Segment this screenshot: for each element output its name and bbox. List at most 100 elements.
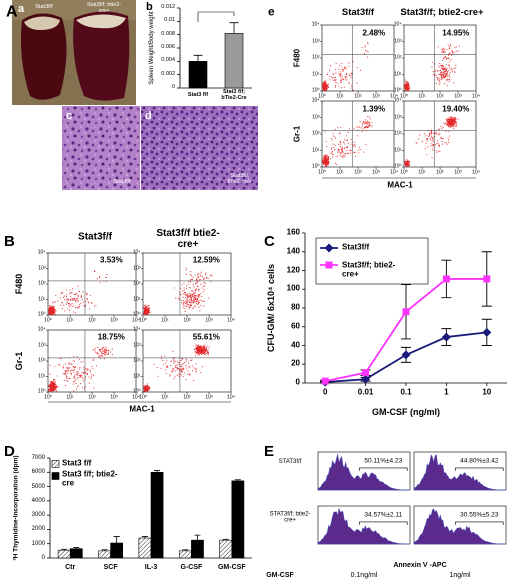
- event-dot: [325, 154, 327, 157]
- event-dot: [442, 49, 444, 51]
- y-tick-label: 10⁴: [132, 249, 141, 256]
- y-tick-label: 10¹: [38, 372, 46, 379]
- plot-frame: [47, 329, 137, 393]
- event-dot: [454, 117, 456, 119]
- event-dot: [49, 364, 51, 366]
- event-dot: [85, 304, 87, 306]
- legend-marker: [324, 243, 334, 253]
- event-dot: [69, 363, 71, 365]
- event-dot: [198, 290, 200, 292]
- event-dot: [444, 123, 446, 125]
- event-dot: [202, 285, 204, 287]
- event-dot: [449, 46, 451, 48]
- event-dot: [207, 354, 209, 356]
- event-dot: [195, 344, 198, 346]
- event-dot: [75, 299, 77, 301]
- event-dot: [69, 370, 71, 372]
- event-dot: [448, 118, 451, 121]
- event-dot: [371, 121, 373, 123]
- event-dot: [406, 80, 408, 82]
- event-dot: [450, 59, 452, 61]
- event-dot: [323, 84, 325, 86]
- event-dot: [77, 385, 79, 387]
- event-dot: [77, 376, 79, 378]
- y-tick-label: 10¹: [394, 70, 402, 77]
- event-dot: [437, 151, 439, 153]
- event-dot: [69, 293, 71, 295]
- event-dot: [204, 282, 206, 284]
- event-dot: [200, 271, 202, 273]
- event-dot: [61, 293, 63, 295]
- event-dot: [194, 299, 196, 301]
- event-dot: [348, 65, 350, 67]
- event-dot: [190, 299, 192, 301]
- x-tick-label: IL-3: [144, 564, 158, 572]
- event-dot: [63, 295, 65, 297]
- event-dot: [330, 65, 332, 67]
- event-dot: [192, 284, 194, 286]
- event-dot: [362, 123, 364, 125]
- event-dot: [324, 161, 326, 163]
- event-dot: [359, 121, 361, 123]
- event-dot: [446, 49, 448, 51]
- event-dot: [203, 278, 205, 281]
- event-dot: [432, 149, 434, 151]
- event-dot: [144, 385, 146, 387]
- event-dot: [206, 277, 208, 279]
- event-dot: [75, 307, 77, 309]
- event-dot: [404, 79, 406, 81]
- event-dot: [107, 352, 109, 354]
- event-dot: [77, 370, 79, 373]
- event-dot: [197, 273, 199, 275]
- event-dot: [325, 159, 327, 161]
- event-dot: [66, 377, 68, 379]
- event-dot: [185, 379, 187, 381]
- event-dot: [438, 65, 440, 67]
- marker: [362, 369, 370, 377]
- event-dot: [439, 82, 441, 84]
- event-dot: [368, 123, 370, 125]
- event-dot: [443, 58, 445, 60]
- event-dot: [73, 298, 76, 300]
- event-dot: [157, 375, 159, 377]
- event-dot: [334, 149, 336, 151]
- event-dot: [101, 351, 103, 354]
- event-dot: [404, 162, 406, 164]
- event-dot: [67, 369, 69, 371]
- event-dot: [448, 80, 450, 82]
- x-tick-label: 10¹: [418, 168, 426, 175]
- event-dot: [156, 367, 158, 369]
- event-dot: [437, 142, 439, 144]
- event-dot: [54, 313, 56, 315]
- event-dot: [360, 127, 362, 129]
- event-dot: [323, 82, 325, 84]
- marker: [483, 275, 491, 283]
- event-dot: [63, 379, 65, 381]
- event-dot: [323, 87, 325, 89]
- error-bar: [222, 538, 229, 541]
- event-dot: [209, 275, 211, 277]
- event-dot: [55, 310, 57, 312]
- event-dot: [193, 367, 195, 369]
- event-dot: [149, 387, 151, 389]
- event-dot: [196, 303, 198, 305]
- y-tick-label: 10³: [312, 37, 320, 44]
- y-tick-label: 10¹: [133, 295, 141, 302]
- bar: [191, 539, 204, 559]
- event-dot: [325, 87, 327, 89]
- event-dot: [51, 312, 53, 314]
- x-tick-label: 10⁴: [390, 92, 398, 99]
- event-dot: [188, 365, 190, 367]
- event-dot: [49, 311, 51, 313]
- x-tick-label: 10¹: [66, 316, 74, 323]
- event-dot: [331, 151, 333, 153]
- event-dot: [451, 116, 453, 118]
- event-dot: [144, 307, 146, 310]
- event-dot: [183, 291, 185, 293]
- event-dot: [178, 368, 180, 370]
- event-dot: [350, 75, 352, 77]
- event-dot: [105, 276, 107, 278]
- event-dot: [344, 153, 346, 155]
- event-dot: [197, 354, 199, 356]
- event-dot: [198, 351, 200, 353]
